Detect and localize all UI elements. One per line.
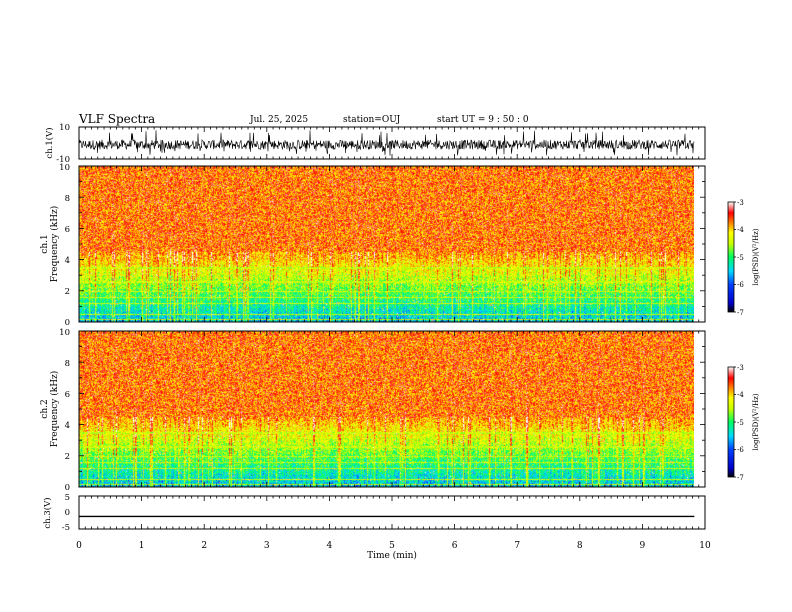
ch2-colorbar-tick-m4: -4 bbox=[737, 391, 744, 399]
time-axis-ticks bbox=[78, 127, 706, 529]
ch2-spectrogram-heatmap bbox=[79, 331, 694, 487]
ch2-spectrogram-ylabel-frequency: Frequency (kHz) bbox=[49, 371, 60, 448]
ch2-colorbar-label: log(PSD)(V²/Hz) bbox=[752, 393, 760, 450]
ch2-colorbar-tick-m5: -5 bbox=[737, 419, 744, 427]
ch1-ytick-label-10: 10 bbox=[59, 163, 70, 173]
ch1-spectrogram-heatmap bbox=[79, 166, 694, 322]
xtick-label-7: 7 bbox=[514, 541, 520, 551]
ch1-colorbar-tick-m6: -6 bbox=[737, 281, 744, 289]
ch2-colorbar-tick-m7: -7 bbox=[737, 474, 744, 482]
ch2-spectrogram-panel: ch.2 Frequency (kHz) 0 2 4 6 8 10 -3 -4 … bbox=[40, 328, 760, 493]
ch3-ytick-label-m5: -5 bbox=[62, 523, 70, 533]
ch1-colorbar-ticks bbox=[734, 201, 736, 313]
time-axis-label: Time (min) bbox=[367, 550, 417, 561]
xtick-label-1: 1 bbox=[139, 541, 145, 551]
ch2-colorbar-tick-m3: -3 bbox=[737, 364, 744, 372]
ch1-ytick-label-top: 10 bbox=[59, 123, 70, 133]
ch1-ytick-label-bottom: -10 bbox=[56, 155, 70, 165]
ch1-ytick-label-4: 4 bbox=[65, 256, 70, 266]
xtick-label-6: 6 bbox=[452, 541, 458, 551]
xtick-label-3: 3 bbox=[264, 541, 270, 551]
ch1-waveform-ylabel: ch.1(V) bbox=[44, 127, 55, 158]
xtick-label-4: 4 bbox=[327, 541, 333, 551]
xtick-label-5: 5 bbox=[389, 541, 395, 551]
ch1-ytick-label-8: 8 bbox=[65, 194, 70, 204]
ch2-ytick-label-8: 8 bbox=[65, 359, 70, 369]
xtick-label-0: 0 bbox=[76, 541, 82, 551]
ch2-ytick-label-6: 6 bbox=[65, 390, 70, 400]
figure-title: VLF Spectra bbox=[78, 112, 155, 126]
ch1-colorbar-tick-m3: -3 bbox=[737, 199, 744, 207]
ch1-ytick-label-6: 6 bbox=[65, 225, 70, 235]
ch2-spectrogram-ylabel-channel: ch.2 bbox=[40, 399, 50, 418]
station-label: station=OUJ bbox=[343, 115, 401, 125]
ch1-colorbar-tick-m5: -5 bbox=[737, 254, 744, 262]
xtick-label-10: 10 bbox=[699, 541, 711, 551]
ch1-waveform-trace bbox=[78, 130, 695, 156]
ch2-ytick-label-2: 2 bbox=[65, 452, 70, 462]
ch2-ytick-label-0: 0 bbox=[65, 483, 70, 493]
ch1-colorbar bbox=[727, 201, 735, 313]
ch1-waveform-panel: ch.1(V) 10 -10 bbox=[44, 123, 706, 165]
ch3-ytick-label-5: 5 bbox=[65, 493, 70, 503]
xtick-label-9: 9 bbox=[640, 541, 646, 551]
ch2-colorbar-tick-m6: -6 bbox=[737, 446, 744, 454]
ch2-ytick-label-4: 4 bbox=[65, 421, 70, 431]
xtick-label-8: 8 bbox=[577, 541, 583, 551]
ch3-waveform-ylabel: ch.3(V) bbox=[42, 497, 53, 528]
ch1-spectrogram-yticks bbox=[79, 165, 705, 323]
ch2-spectrogram-yticks bbox=[79, 330, 705, 488]
ch1-spectrogram-panel: ch.1 Frequency (kHz) 0 2 4 6 8 10 -3 -4 … bbox=[40, 163, 760, 328]
ch2-colorbar bbox=[727, 366, 735, 478]
xtick-label-2: 2 bbox=[201, 541, 207, 551]
ch2-colorbar-ticks bbox=[734, 366, 736, 478]
time-axis: 0 1 2 3 4 5 6 7 8 9 10 Time (min) bbox=[76, 541, 711, 561]
ch1-colorbar-tick-m4: -4 bbox=[737, 226, 744, 234]
ch2-ytick-label-10: 10 bbox=[59, 328, 70, 338]
ch1-colorbar-label: log(PSD)(V²/Hz) bbox=[752, 228, 760, 285]
ch1-spectrogram-ylabel-channel: ch.1 bbox=[40, 234, 50, 253]
date-label: Jul. 25, 2025 bbox=[249, 115, 308, 125]
ch1-ytick-label-0: 0 bbox=[65, 318, 70, 328]
ch1-ytick-label-2: 2 bbox=[65, 287, 70, 297]
ch3-ytick-label-0: 0 bbox=[65, 508, 70, 518]
ch1-spectrogram-ylabel-frequency: Frequency (kHz) bbox=[49, 206, 60, 283]
ch1-colorbar-tick-m7: -7 bbox=[737, 309, 744, 317]
start-time-label: start UT = 9 : 50 : 0 bbox=[437, 115, 529, 125]
